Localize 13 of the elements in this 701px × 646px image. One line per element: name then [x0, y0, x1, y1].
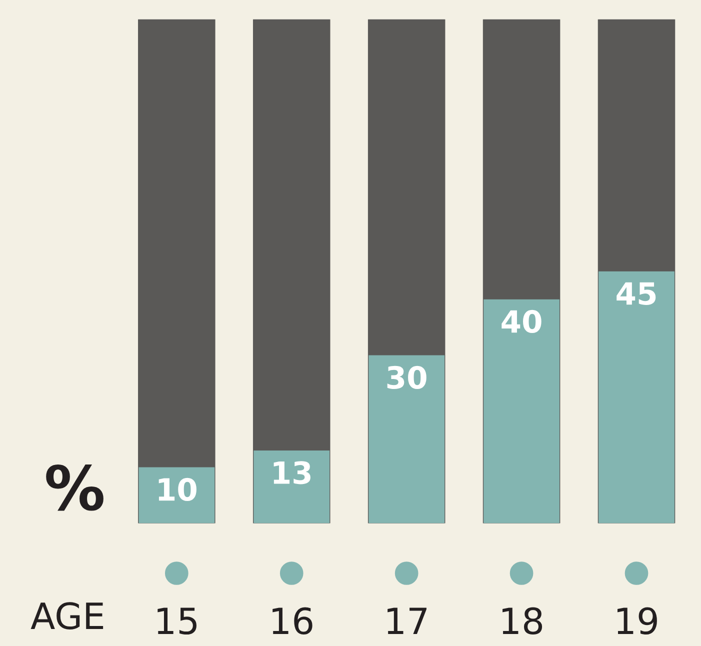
x-tick-label: 18: [502, 607, 542, 635]
data-label: 13: [274, 461, 310, 484]
data-label: 45: [616, 282, 656, 306]
x-tick-label: 15: [158, 608, 196, 635]
y-axis-title: %: [46, 464, 104, 511]
bar: [254, 450, 330, 524]
data-label: 30: [387, 366, 426, 390]
data-label: 10: [158, 478, 196, 502]
x-tick-label: 16: [272, 607, 312, 635]
data-label: 40: [502, 310, 542, 334]
x-axis-title: AGE: [30, 602, 104, 630]
x-tick-label: 17: [388, 608, 426, 634]
x-tick-label: 19: [618, 607, 657, 635]
